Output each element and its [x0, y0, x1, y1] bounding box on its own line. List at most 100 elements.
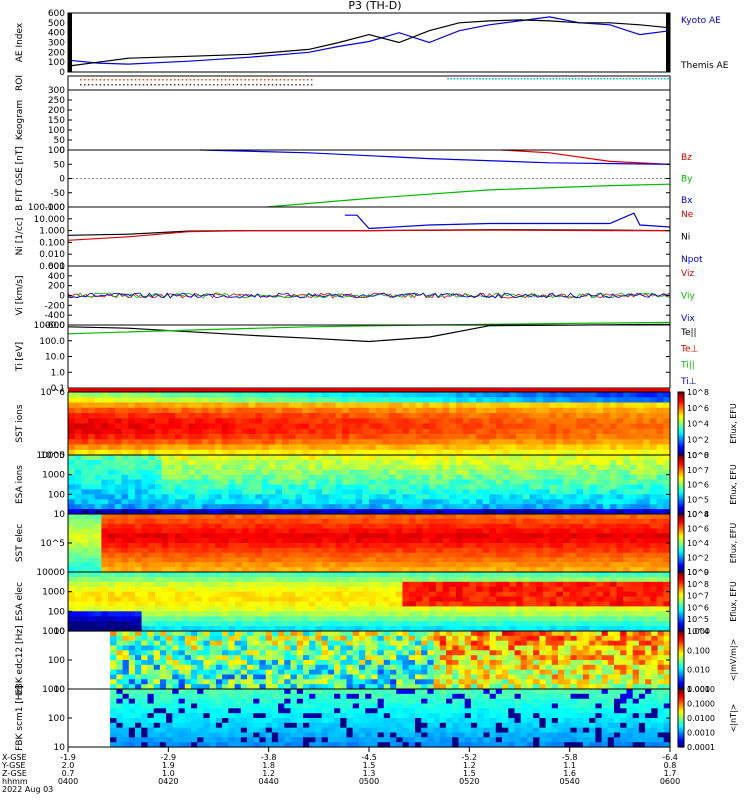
- spectrogram3-cell: [315, 616, 323, 622]
- spectrogram1-cell: [435, 494, 444, 500]
- spectrogram3-cell: [74, 576, 82, 583]
- spectrogram0-cell: [155, 418, 163, 425]
- spectrogram4-cell: [122, 645, 130, 651]
- spectrogram0-cell: [389, 428, 397, 435]
- spectrogram1-cell: [161, 494, 169, 500]
- spectrogram2-cell: [402, 543, 410, 549]
- spectrogram3-cell: [456, 611, 464, 617]
- spectrogram2-cell: [302, 557, 310, 563]
- spectrogram2-cell: [549, 528, 557, 534]
- spectrogram4-cell: [128, 660, 136, 666]
- spectrogram3-cell: [121, 581, 129, 588]
- spectrogram3-cell: [195, 611, 203, 617]
- spectrogram2-cell: [355, 538, 363, 544]
- spectrogram2-cell: [529, 547, 537, 554]
- spectrogram1-cell: [489, 509, 497, 515]
- spectrogram1-cell: [456, 494, 464, 500]
- spectrogram4-cell: [178, 650, 186, 656]
- spectrogram2-cell: [509, 514, 517, 520]
- spectrogram1-cell: [509, 504, 517, 510]
- spectrogram0-cell: [656, 428, 664, 435]
- spectrogram2-cell: [188, 533, 196, 539]
- spectrogram0-axis-label: SST ions: [15, 404, 25, 442]
- roi-marker: [130, 84, 133, 86]
- spectrogram1-cell: [148, 464, 156, 471]
- roi-marker: [228, 79, 231, 81]
- spectrogram0-cell: [409, 392, 417, 398]
- spectrogram1-cell: [415, 489, 424, 495]
- spectrogram1-cell: [275, 509, 283, 515]
- spectrogram3-colorbar-cell: [678, 599, 684, 603]
- spectrogram0-colorbar-cell: [678, 440, 684, 443]
- spectrogram0-cell: [121, 439, 129, 446]
- spectrogram0-cell: [442, 423, 450, 430]
- spectrogram2-cell: [201, 543, 210, 549]
- spectrogram1-cell: [435, 489, 444, 495]
- temperature-tick-label: 0.1: [51, 384, 65, 394]
- spectrogram2-cell: [636, 547, 644, 554]
- spectrogram4-cell: [135, 655, 142, 661]
- spectrogram1-cell: [348, 489, 357, 495]
- spectrogram0-cell: [663, 439, 671, 446]
- spectrogram0-cell: [589, 444, 597, 451]
- spectrogram0-cell: [663, 402, 671, 409]
- spectrogram2-cell: [141, 557, 149, 563]
- spectrogram2-cell: [656, 557, 664, 563]
- spectrogram0-cell: [415, 444, 424, 451]
- spectrogram2-cell: [68, 514, 76, 520]
- spectrogram0-cell: [489, 397, 497, 404]
- spectrogram2-cell: [161, 523, 169, 530]
- spectrogram4-cell: [128, 664, 136, 671]
- spectrogram3-colorbar-cell: [678, 611, 684, 614]
- spectrogram3-cell: [228, 596, 236, 603]
- spectrogram0-colorbar-cell: [678, 419, 684, 422]
- spectrogram1-cell: [108, 494, 116, 500]
- spectrogram0-cell: [636, 413, 644, 419]
- spectrogram2-cell: [415, 562, 424, 568]
- spectrogram0-cell: [522, 397, 531, 404]
- spectrogram0-cell: [68, 444, 76, 451]
- spectrogram3-cell: [74, 581, 82, 588]
- spectrogram3-cell: [375, 591, 383, 598]
- spectrogram3-cell: [255, 606, 263, 612]
- spectrogram0-cell: [516, 449, 524, 456]
- spectrogram3-cell: [456, 621, 464, 627]
- spectrogram1-cell: [188, 474, 196, 481]
- spectrogram3-cell: [235, 576, 243, 583]
- spectrogram1-cell: [168, 484, 176, 490]
- spectrogram3-cell: [235, 586, 243, 593]
- spectrogram1-cell: [362, 504, 370, 510]
- spectrogram0-cell: [108, 428, 116, 435]
- spectrogram0-cell: [155, 434, 163, 440]
- spectrogram1-cell: [282, 489, 290, 495]
- spectrogram0-cell: [328, 418, 337, 425]
- spectrogram1-cell: [563, 504, 571, 510]
- spectrogram0-cell: [449, 413, 457, 419]
- spectrogram0-cell: [489, 392, 497, 398]
- spectrogram3-cell: [449, 621, 457, 627]
- spectrogram0-cell: [215, 423, 223, 430]
- spectrogram2-cell: [542, 562, 551, 568]
- spectrogram2-cell: [516, 523, 524, 530]
- spectrogram3-cell: [195, 596, 203, 603]
- spectrogram2-cell: [188, 523, 196, 530]
- spectrogram1-cell: [81, 504, 89, 510]
- temperature-legend-item: Ti⊥: [680, 377, 697, 387]
- ae-tick-label: 0: [59, 68, 65, 78]
- spectrogram3-cell: [121, 616, 129, 622]
- spectrogram3-cell: [221, 601, 230, 607]
- spectrogram0-cell: [623, 444, 631, 451]
- spectrogram3-cell: [161, 626, 169, 632]
- spectrogram3-cell: [348, 572, 357, 578]
- spectrogram3-cell: [134, 572, 143, 578]
- spectrogram1-cell: [402, 499, 410, 505]
- spectrogram3-cell: [348, 611, 357, 617]
- spectrogram1-cell: [462, 479, 470, 486]
- spectrogram2-cell: [308, 543, 317, 549]
- spectrogram2-cell: [88, 533, 96, 539]
- spectrogram2-cell: [328, 514, 337, 520]
- spectrogram0-cell: [395, 423, 404, 430]
- spectrogram2-cell: [255, 547, 263, 554]
- spectrogram2-cell: [656, 518, 664, 525]
- spectrogram1-cell: [215, 459, 223, 466]
